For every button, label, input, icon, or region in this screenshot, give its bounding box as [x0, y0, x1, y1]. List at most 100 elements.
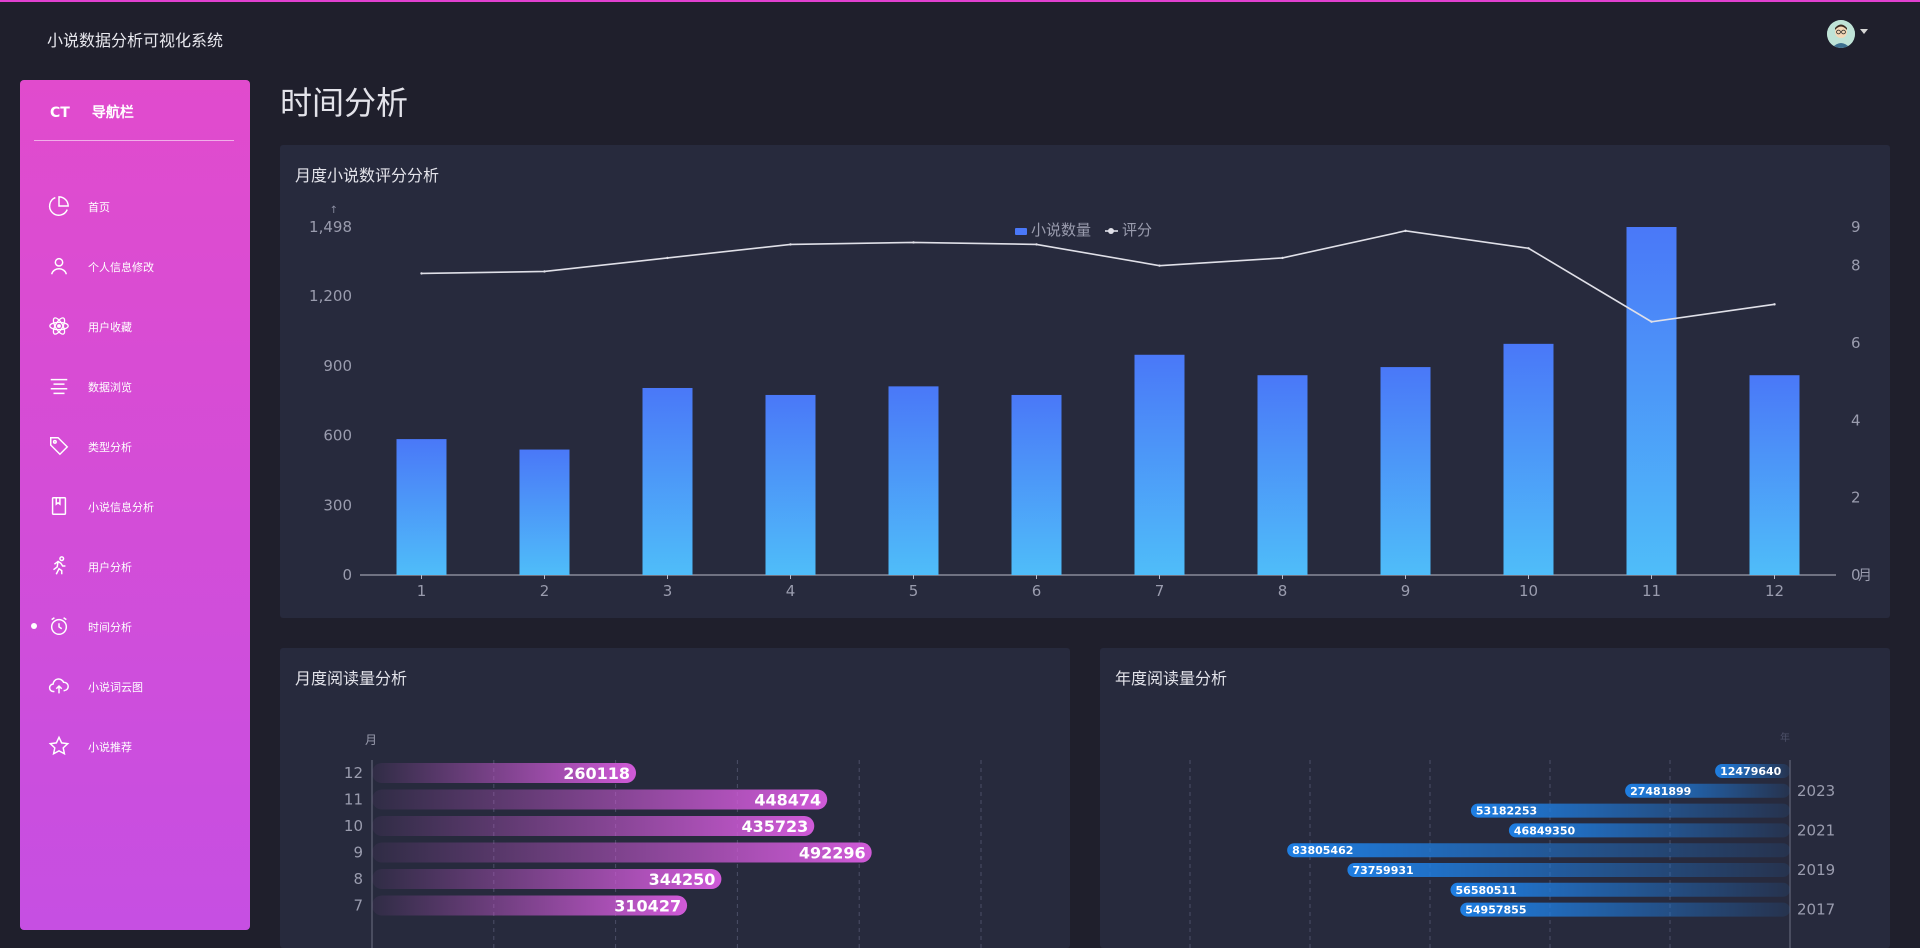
- bar: [642, 387, 693, 575]
- sidebar-item-label: 小说推荐: [88, 741, 132, 754]
- sidebar-item-time-analysis[interactable]: 时间分析: [20, 606, 250, 646]
- line-point: [1527, 247, 1530, 250]
- sidebar-header: CT 导航栏: [50, 102, 134, 122]
- book-icon: [51, 497, 67, 515]
- user-menu-caret-icon[interactable]: [1860, 29, 1868, 34]
- bar: [765, 394, 816, 575]
- monthly-reading-panel: 月度阅读量分析 月 12 260118 11 448474 10 435723 9 492296…: [280, 648, 1070, 948]
- bar: [1380, 367, 1431, 575]
- sidebar-item-label: 小说信息分析: [88, 501, 154, 514]
- y-tick-label: 2021: [1797, 821, 1835, 839]
- x-tick-label: 12: [1765, 582, 1784, 600]
- sidebar-item-label: 用户收藏: [88, 321, 132, 334]
- sidebar-item-data-browse[interactable]: 数据浏览: [20, 366, 250, 406]
- bar: [372, 816, 815, 836]
- align-center-icon: [50, 378, 68, 395]
- y-tick-label: 12: [344, 764, 363, 782]
- monthly-reading-chart: 月 12 260118 11 448474 10 435723 9 492296 8 344250 7…: [344, 733, 982, 948]
- data-label: 53182253: [1476, 805, 1537, 818]
- data-label: 83805462: [1292, 844, 1353, 857]
- bar: [1257, 375, 1308, 575]
- bar: [1460, 902, 1790, 917]
- sidebar-item-profile-edit[interactable]: 个人信息修改: [20, 246, 250, 286]
- x-tick-label: 8: [1278, 582, 1288, 600]
- yearly-reading-panel: 年度阅读量分析 年 12479640 27481899 53182253 4684935…: [1100, 648, 1890, 948]
- y-left-tick-label: 1,200: [309, 287, 352, 305]
- line-point: [1158, 264, 1161, 267]
- line-point: [1281, 256, 1284, 260]
- sidebar-item-label: 个人信息修改: [88, 261, 154, 274]
- yearly-reading-chart: 年 12479640 27481899 53182253 46849350 8380546…: [1189, 731, 1835, 948]
- bar: [1508, 823, 1790, 838]
- x-tick-label: 4: [786, 582, 796, 600]
- data-label: 448474: [754, 791, 821, 810]
- active-indicator-dot: [31, 623, 37, 629]
- y-left-tick-label: 300: [323, 496, 352, 514]
- cloud-upload-icon: [48, 678, 69, 694]
- star-icon: [48, 735, 70, 756]
- panel-title: 月度小说数评分分析: [295, 166, 440, 185]
- data-label: 54957855: [1465, 904, 1526, 917]
- bar: [1715, 764, 1790, 778]
- sidebar-item-label: 用户分析: [88, 561, 132, 574]
- bar: [519, 449, 570, 575]
- data-label: 46849350: [1514, 824, 1576, 837]
- x-tick-label: 11: [1642, 582, 1661, 600]
- bar: [372, 789, 828, 810]
- sidebar-item-word-cloud[interactable]: 小说词云图: [20, 666, 250, 706]
- y-right-tick-label: 6: [1851, 334, 1861, 352]
- running-icon: [53, 556, 66, 575]
- y-tick-label: 10: [344, 817, 363, 835]
- data-label: 56580511: [1456, 884, 1517, 897]
- bar: [1503, 343, 1554, 575]
- data-label: 344250: [649, 870, 716, 889]
- sidebar-item-favorites[interactable]: 用户收藏: [20, 306, 250, 346]
- legend-swatch-bar: [1015, 228, 1027, 235]
- line-point: [912, 241, 915, 244]
- line-point: [666, 256, 669, 260]
- y-left-tick-label: 1,498: [309, 218, 352, 236]
- x-tick-label: 1: [417, 582, 427, 600]
- x-tick-label: 7: [1155, 582, 1165, 600]
- bar: [1347, 863, 1790, 877]
- legend-label: 小说数量: [1031, 221, 1091, 239]
- y-right-tick-label: 4: [1851, 411, 1861, 429]
- monthly-novel-rating-panel: 月度小说数评分分析 ↑ 0 300 600 900 1,200 1,498 0 2 4 6 8 9 月 1 2…: [280, 145, 1890, 618]
- sidebar-item-type-analysis[interactable]: 类型分析: [20, 426, 250, 466]
- data-label: 492296: [799, 844, 866, 863]
- y-axis-arrow: ↑: [330, 205, 338, 216]
- data-label: 12479640: [1720, 765, 1782, 778]
- app-title: 小说数据分析可视化系统: [47, 31, 224, 50]
- user-icon: [50, 257, 68, 275]
- bar: [1287, 843, 1790, 858]
- bar: [396, 439, 447, 575]
- data-label: 260118: [563, 764, 630, 783]
- line-point: [543, 270, 546, 273]
- bar: [372, 842, 872, 863]
- sidebar-item-home[interactable]: 首页: [20, 186, 250, 226]
- sidebar-item-label: 首页: [88, 201, 110, 214]
- bar: [888, 386, 939, 575]
- line-point: [1773, 303, 1776, 306]
- sidebar: CT 导航栏 首页 个人信息修改 用户收藏 数据浏览 类型分析: [20, 80, 250, 930]
- pie-chart-icon: [48, 196, 69, 216]
- bar: [1626, 227, 1677, 575]
- y-tick-label: 2017: [1797, 901, 1835, 919]
- x-tick-label: 10: [1519, 582, 1538, 600]
- user-avatar[interactable]: [1827, 20, 1855, 48]
- sidebar-item-novel-info-analysis[interactable]: 小说信息分析: [20, 486, 250, 526]
- y-right-tick-label: 8: [1851, 257, 1861, 275]
- bar: [1749, 375, 1800, 575]
- data-label: 310427: [614, 897, 681, 916]
- y-tick-label: 9: [353, 844, 363, 862]
- x-tick-label: 6: [1032, 582, 1042, 600]
- bar: [1470, 803, 1790, 818]
- line-point: [789, 243, 792, 246]
- y-right-tick-label: 9: [1851, 218, 1861, 236]
- sidebar-item-label: 时间分析: [88, 621, 132, 634]
- x-tick-label: 5: [909, 582, 919, 600]
- rating-line: [421, 230, 1775, 323]
- sidebar-item-recommend[interactable]: 小说推荐: [20, 726, 250, 766]
- sidebar-item-user-analysis[interactable]: 用户分析: [20, 546, 250, 586]
- alarm-clock-icon: [50, 617, 68, 635]
